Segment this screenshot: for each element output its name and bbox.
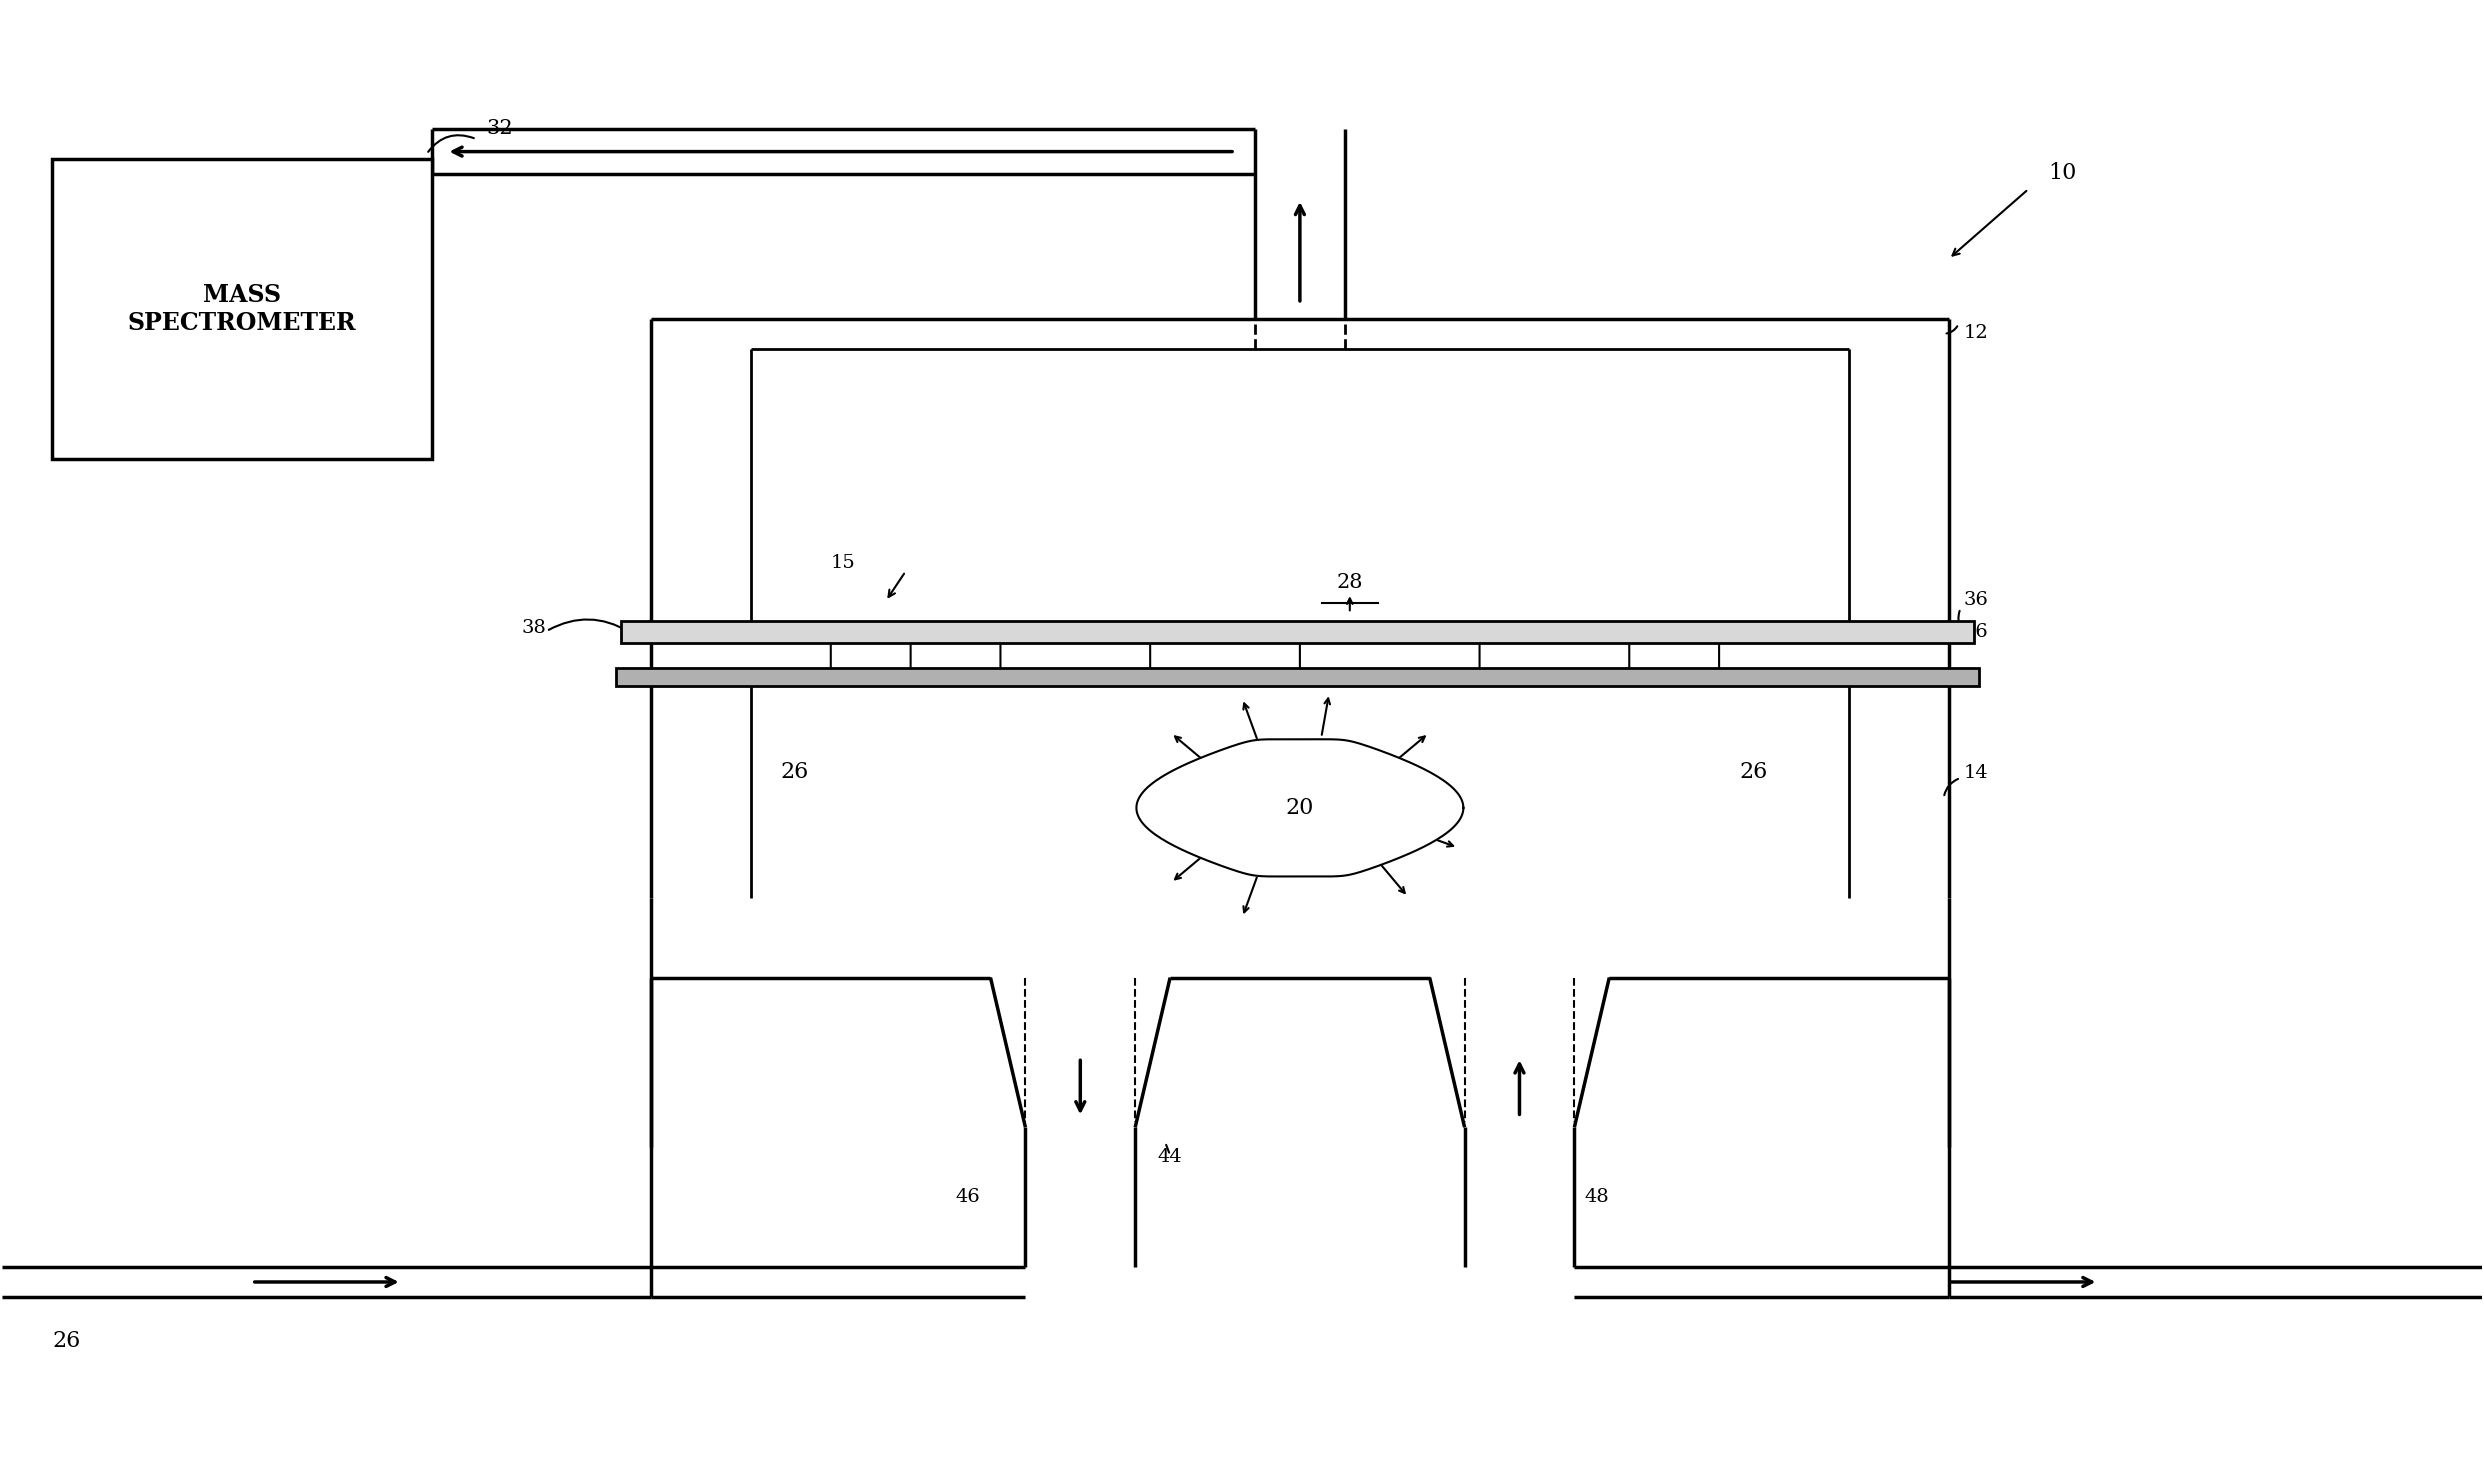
- Text: 14: 14: [1965, 764, 1987, 782]
- Text: 48: 48: [1585, 1188, 1610, 1206]
- Text: 38: 38: [522, 619, 546, 637]
- Bar: [621, 621, 1975, 643]
- Bar: [616, 668, 1980, 686]
- Text: 44: 44: [1158, 1148, 1182, 1166]
- Polygon shape: [1138, 739, 1463, 876]
- Text: 12: 12: [1965, 324, 1987, 341]
- Text: 10: 10: [2049, 163, 2077, 185]
- Text: MASS
SPECTROMETER: MASS SPECTROMETER: [127, 282, 355, 334]
- Text: 32: 32: [487, 120, 514, 137]
- Text: 20: 20: [1287, 797, 1314, 819]
- Text: 36: 36: [1965, 591, 1990, 609]
- Text: 46: 46: [956, 1188, 981, 1206]
- Text: 26: 26: [780, 761, 810, 783]
- Text: 26: 26: [52, 1330, 79, 1352]
- Text: 16: 16: [1965, 624, 1987, 641]
- Text: 26: 26: [1739, 761, 1766, 783]
- Bar: [52, 160, 432, 458]
- Text: 15: 15: [830, 554, 854, 572]
- Text: 28: 28: [1336, 573, 1364, 593]
